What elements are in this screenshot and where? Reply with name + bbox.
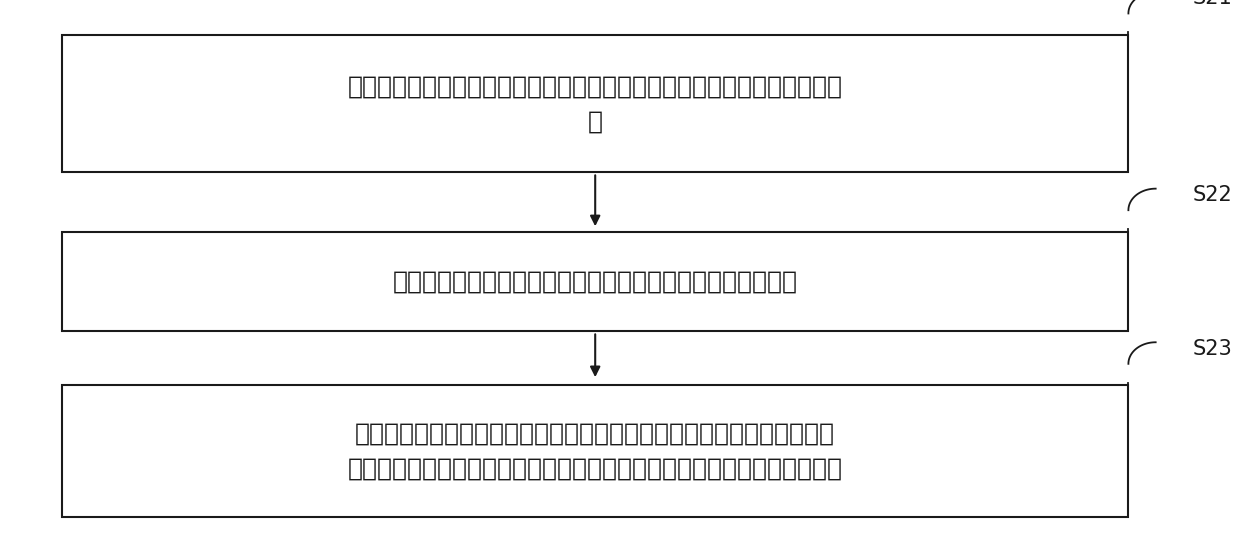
Bar <box>62 385 1128 517</box>
Text: 识: 识 <box>588 109 603 133</box>
Text: 根据工艺参数获取请求，获取与浆纱订单标识对应的工艺参数: 根据工艺参数获取请求，获取与浆纱订单标识对应的工艺参数 <box>393 270 797 294</box>
Text: 根据工艺参数生成写入参数请求，将写入参数请求发送至浆纱机控制器；: 根据工艺参数生成写入参数请求，将写入参数请求发送至浆纱机控制器； <box>355 422 836 446</box>
Text: S22: S22 <box>1193 185 1233 205</box>
Bar <box>62 35 1128 172</box>
Text: 浆纱机控制器用于根据所述写入参数请求，将工艺参数发送至对应的浆纱机: 浆纱机控制器用于根据所述写入参数请求，将工艺参数发送至对应的浆纱机 <box>347 457 843 481</box>
Bar <box>62 232 1128 331</box>
Text: 接收终端发送的工艺参数获取请求；工艺参数获取请求中携带有浆纱订单标: 接收终端发送的工艺参数获取请求；工艺参数获取请求中携带有浆纱订单标 <box>347 74 843 98</box>
Text: S23: S23 <box>1193 338 1233 359</box>
Text: S21: S21 <box>1193 0 1233 9</box>
